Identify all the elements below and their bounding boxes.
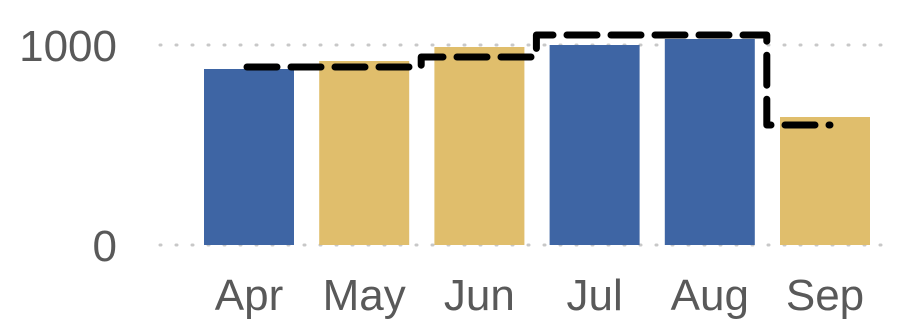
bar-may [319,61,410,245]
y-tick-label: 1000 [19,22,117,71]
x-tick-label-aug: Aug [671,271,749,320]
x-tick-label-jun: Jun [444,271,515,320]
step-line [243,31,834,129]
bar-aug [664,39,755,245]
bar-apr [204,69,294,245]
x-tick-label-may: May [323,271,406,320]
bar-jul [549,45,640,245]
x-tick-label-sep: Sep [786,271,864,320]
bar-jun [434,47,525,245]
x-tick-label-apr: Apr [215,271,283,320]
bar-sep [780,117,870,245]
y-tick-label: 0 [93,222,117,271]
x-tick-label-jul: Jul [566,271,622,320]
